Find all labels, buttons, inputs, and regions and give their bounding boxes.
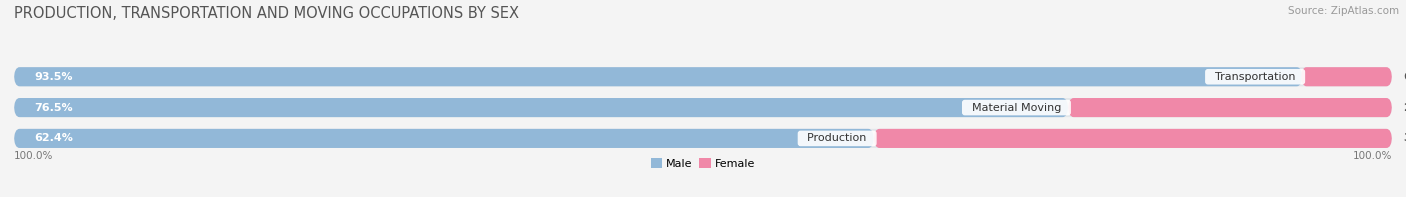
Text: PRODUCTION, TRANSPORTATION AND MOVING OCCUPATIONS BY SEX: PRODUCTION, TRANSPORTATION AND MOVING OC… [14,6,519,21]
Text: 37.6%: 37.6% [1403,133,1406,143]
Text: Production: Production [800,133,875,143]
FancyBboxPatch shape [14,129,1392,148]
Text: 23.5%: 23.5% [1403,103,1406,112]
Text: 76.5%: 76.5% [35,103,73,112]
FancyBboxPatch shape [1069,98,1392,117]
Text: 93.5%: 93.5% [35,72,73,82]
FancyBboxPatch shape [14,129,875,148]
Text: Source: ZipAtlas.com: Source: ZipAtlas.com [1288,6,1399,16]
Text: 62.4%: 62.4% [35,133,73,143]
FancyBboxPatch shape [14,98,1392,117]
FancyBboxPatch shape [14,67,1302,86]
Text: 100.0%: 100.0% [14,151,53,161]
FancyBboxPatch shape [14,98,1069,117]
FancyBboxPatch shape [14,67,1392,86]
FancyBboxPatch shape [1301,67,1392,86]
FancyBboxPatch shape [875,129,1392,148]
Text: Transportation: Transportation [1208,72,1302,82]
Text: Material Moving: Material Moving [965,103,1069,112]
Text: 100.0%: 100.0% [1353,151,1392,161]
Legend: Male, Female: Male, Female [651,158,755,169]
Text: 6.6%: 6.6% [1403,72,1406,82]
